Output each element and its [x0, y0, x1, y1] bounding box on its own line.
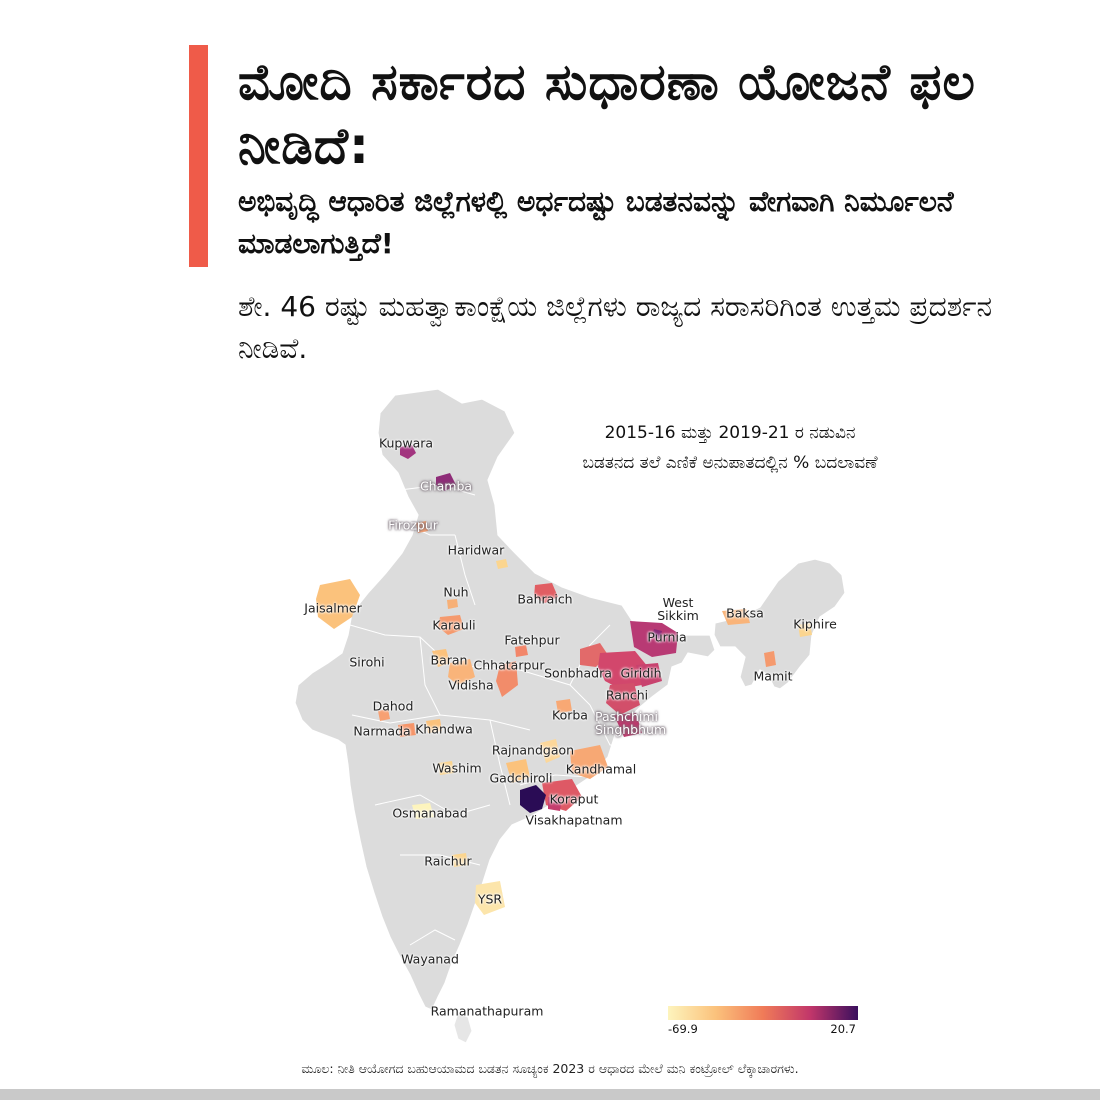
district-kiphire [798, 623, 812, 637]
northeast-region-shape [713, 558, 846, 690]
label-purnia: Purnia [647, 629, 687, 645]
district-pashchimi-singhbhum [614, 713, 642, 737]
label-narmada: Narmada [353, 723, 411, 739]
label-wayanad: Wayanad [401, 951, 459, 967]
district-narmada [398, 723, 416, 737]
label-firozpur: Firozpur [388, 517, 438, 533]
label-kiphire: Kiphire [793, 616, 837, 632]
district-fatehpur [515, 645, 528, 657]
india-outline-map [294, 388, 846, 1044]
source-note: ಮೂಲ: ನೀತಿ ಆಯೋಗದ ಬಹುಆಯಾಮದ ಬಡತನ ಸೂಚ್ಯಂಕ 20… [301, 1061, 799, 1076]
label-fatehpur: Fatehpur [504, 632, 560, 648]
label-kandhamal: Kandhamal [565, 761, 637, 777]
accent-bar [189, 45, 208, 267]
district-korba [556, 699, 572, 713]
label-baksa: Baksa [726, 605, 764, 621]
label-gadchiroli: Gadchiroli [489, 770, 553, 786]
india-mainland-shape [294, 388, 716, 1011]
district-khandwa [426, 719, 442, 733]
label-ysr: YSR [477, 891, 503, 907]
district-kandhamal [570, 745, 608, 779]
district-baksa [722, 609, 750, 625]
label-sirohi: Sirohi [349, 654, 385, 670]
label-osmanabad: Osmanabad [392, 805, 468, 821]
legend-min-label: -69.9 [668, 1022, 698, 1036]
headline: ಮೋದಿ ಸರ್ಕಾರದ ಸುಧಾರಣಾ ಯೋಜನೆ ಫಲ ನೀಡಿದೆ: [238, 53, 976, 175]
legend-max-label: 20.7 [830, 1022, 856, 1036]
map-title: 2015-16 ಮತ್ತು 2019-21 ರ ನಡುವಿನ ಬಡತನದ ತಲೆ… [582, 423, 878, 473]
label-mamit: Mamit [753, 668, 793, 684]
district-gadchiroli [506, 759, 530, 783]
color-legend: -69.9 20.7 [668, 1006, 858, 1036]
label-vidisha: Vidisha [448, 677, 494, 693]
district-giridih [636, 663, 662, 687]
label-chamba: Chamba [419, 478, 473, 494]
label-ramanathapuram: Ramanathapuram [430, 1003, 544, 1019]
district-chamba [436, 473, 456, 491]
label-kupwara: Kupwara [378, 435, 434, 451]
legend-gradient-bar [668, 1006, 858, 1020]
label-khandwa: Khandwa [415, 721, 473, 737]
label-jaisalmer: Jaisalmer [304, 600, 362, 616]
sri-lanka-shape [453, 1012, 473, 1044]
district-chhatarpur [496, 661, 518, 697]
label-koraput: Koraput [549, 791, 599, 807]
district-kupwara [400, 445, 416, 459]
key-statement: ಶೇ. 46 ರಷ್ಟು ಮಹತ್ವಾಕಾಂಕ್ಷೆಯ ಜಿಲ್ಲೆಗಳು ರಾ… [238, 290, 993, 365]
label-raichur: Raichur [424, 853, 472, 869]
district-bihar-cluster [598, 651, 648, 689]
label-baran: Baran [430, 652, 468, 668]
district-visakhapatnam [520, 785, 546, 813]
district-karauli [438, 615, 464, 635]
district-haridwar [496, 559, 508, 569]
subheadline: ಅಭಿವೃದ್ಧಿ ಆಧಾರಿತ ಜಿಲ್ಲೆಗಳಲ್ಲಿ ಅರ್ಧದಷ್ಟು … [238, 185, 954, 260]
district-rajnandgaon [540, 739, 560, 763]
district-bahraich [534, 583, 558, 603]
label-chhatarpur: Chhatarpur [473, 657, 545, 673]
district-vizag-neighbour [548, 797, 562, 811]
bottom-strip [0, 1089, 1100, 1100]
district-osmanabad [412, 803, 434, 819]
district-nuh [447, 599, 458, 609]
label-ranchi: Ranchi [605, 687, 649, 703]
label-rajnandgaon: Rajnandgaon [491, 742, 575, 758]
district-jaisalmer [316, 579, 360, 629]
district-ranchi [606, 683, 640, 715]
label-pashchimi-singhbhum: Pashchimi Singhbhum [595, 709, 667, 737]
label-dahod: Dahod [372, 698, 414, 714]
label-korba: Korba [552, 707, 588, 723]
district-washim [438, 761, 454, 775]
label-visakhapatnam: Visakhapatnam [525, 812, 623, 828]
district-vidisha [448, 659, 475, 685]
district-firozpur [416, 521, 428, 533]
district-purnia [630, 621, 678, 657]
label-bahraich: Bahraich [517, 591, 573, 607]
district-west-sikkim [652, 629, 662, 639]
label-nuh: Nuh [443, 584, 469, 600]
district-baran [432, 649, 450, 667]
label-karauli: Karauli [432, 617, 476, 633]
label-washim: Washim [432, 760, 482, 776]
district-shading [316, 445, 812, 915]
district-ysr [475, 881, 505, 915]
district-mamit [764, 651, 776, 667]
district-dahod [378, 709, 390, 721]
district-raichur [452, 853, 468, 867]
label-west-sikkim: West Sikkim [657, 595, 699, 623]
label-giridih: Giridih [620, 665, 662, 681]
label-haridwar: Haridwar [447, 542, 505, 558]
india-poverty-map: Kupwara Chamba Firozpur Haridwar Nuh Bah… [290, 385, 890, 1050]
label-sonbhadra: Sonbhadra [544, 665, 612, 681]
